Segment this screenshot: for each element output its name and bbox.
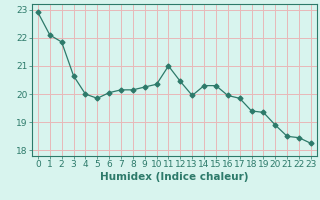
X-axis label: Humidex (Indice chaleur): Humidex (Indice chaleur) xyxy=(100,172,249,182)
